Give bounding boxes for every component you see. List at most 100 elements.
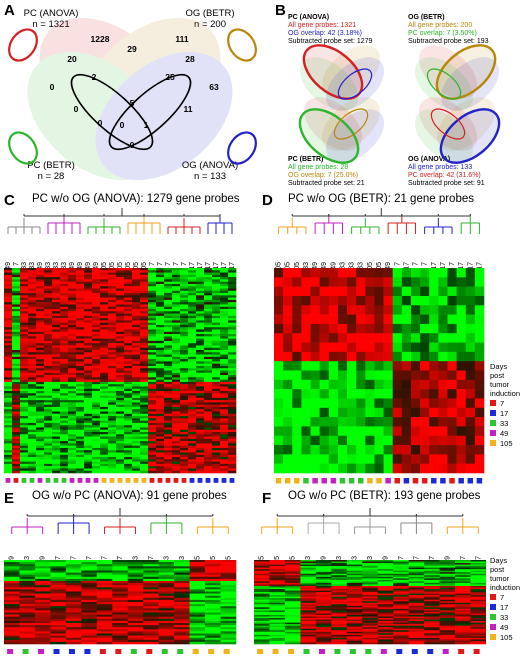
heatmap-cell bbox=[92, 283, 101, 287]
heatmap-cell bbox=[331, 598, 348, 601]
heatmap-cell bbox=[377, 619, 394, 622]
heatmap-cell bbox=[465, 379, 476, 390]
heatmap-cell bbox=[44, 454, 53, 458]
heatmap-cell bbox=[204, 381, 213, 385]
heatmap-cell bbox=[36, 311, 45, 314]
heatmap-cell bbox=[365, 463, 375, 474]
heatmap-cell bbox=[180, 283, 189, 287]
heatmap-cell bbox=[429, 435, 439, 446]
heatmap-cell bbox=[284, 582, 301, 585]
heatmap-cell bbox=[156, 427, 165, 431]
day-marker bbox=[130, 649, 137, 654]
heatmap-cell bbox=[362, 637, 379, 640]
heatmap-cell bbox=[148, 416, 157, 419]
heatmap-cell bbox=[108, 315, 117, 319]
column-label: 17 bbox=[476, 262, 483, 270]
heatmap-cell bbox=[180, 413, 189, 417]
heatmap-cell bbox=[401, 389, 412, 399]
heatmap-cell bbox=[140, 290, 149, 294]
heatmap-cell bbox=[143, 616, 159, 620]
heatmap-cell bbox=[315, 618, 332, 620]
heatmap-cell bbox=[188, 354, 197, 358]
heatmap-cell bbox=[19, 597, 36, 601]
heatmap-cell bbox=[362, 604, 379, 607]
heatmap-cell bbox=[188, 272, 197, 276]
heatmap-cell bbox=[60, 329, 69, 333]
heatmap-cell bbox=[315, 630, 332, 633]
heatmap-cell bbox=[254, 633, 270, 636]
heatmap-cell bbox=[140, 306, 149, 310]
heatmap-cell bbox=[315, 627, 332, 630]
heatmap-cell bbox=[377, 622, 394, 625]
day-marker bbox=[205, 478, 211, 483]
heatmap-cell bbox=[315, 621, 332, 623]
heatmap-cell bbox=[12, 283, 21, 287]
heatmap-cell bbox=[424, 599, 440, 602]
heatmap-cell bbox=[148, 388, 157, 392]
heatmap-cell bbox=[429, 417, 439, 427]
heatmap-cell bbox=[196, 299, 205, 303]
heatmap-cell bbox=[393, 621, 409, 623]
heatmap-cell bbox=[20, 327, 29, 330]
heatmap-cell bbox=[456, 277, 467, 287]
heatmap-cell bbox=[204, 470, 213, 474]
heatmap-cell bbox=[439, 563, 456, 565]
heatmap-cell bbox=[36, 447, 45, 451]
heatmap-cell bbox=[44, 377, 53, 380]
heatmap-cell bbox=[132, 334, 141, 337]
heatmap-cell bbox=[60, 420, 69, 424]
heatmap-cell bbox=[205, 641, 221, 645]
heatmap-cell bbox=[12, 447, 21, 451]
heatmap-cell bbox=[140, 379, 149, 383]
heatmap-cell bbox=[76, 356, 85, 360]
heatmap-cell bbox=[300, 573, 317, 576]
heatmap-cell bbox=[156, 277, 165, 280]
heatmap-cell bbox=[148, 395, 157, 399]
heatmap-cell bbox=[346, 608, 363, 611]
heatmap-cell bbox=[12, 379, 21, 383]
heatmap-cell bbox=[158, 633, 175, 636]
heatmap-cell bbox=[328, 370, 339, 381]
heatmap-cell bbox=[393, 593, 409, 596]
heatmap-cell bbox=[52, 283, 61, 287]
heatmap-cell bbox=[331, 584, 348, 587]
heatmap-cell bbox=[283, 342, 293, 353]
heatmap-cell bbox=[228, 418, 237, 421]
heatmap-cell bbox=[196, 459, 205, 462]
heatmap-cell bbox=[108, 361, 117, 364]
heatmap-cell bbox=[44, 327, 53, 330]
heatmap-cell bbox=[76, 402, 85, 405]
heatmap-cell bbox=[60, 318, 69, 321]
heatmap-cell bbox=[158, 620, 175, 624]
heatmap-cell bbox=[100, 425, 109, 428]
heatmap-cell bbox=[28, 340, 37, 344]
heatmap-cell bbox=[100, 432, 109, 435]
heatmap-cell bbox=[52, 372, 61, 376]
region-count: 28 bbox=[185, 54, 195, 64]
heatmap-cell bbox=[269, 642, 286, 645]
heatmap-cell bbox=[156, 306, 165, 310]
heatmap-cell bbox=[84, 461, 93, 465]
heatmap-cell bbox=[228, 397, 237, 401]
heatmap-cell bbox=[212, 315, 221, 319]
heatmap-cell bbox=[254, 590, 270, 593]
heatmap-cell bbox=[346, 607, 363, 610]
column-label: 105 bbox=[109, 262, 116, 274]
heatmap-cell bbox=[68, 438, 77, 442]
heatmap-cell bbox=[68, 370, 77, 374]
heatmap-cell bbox=[315, 610, 332, 613]
heatmap-cell bbox=[52, 327, 61, 330]
heatmap-cell bbox=[140, 450, 149, 453]
day-marker bbox=[473, 649, 480, 654]
heatmap-cell bbox=[220, 618, 237, 622]
heatmap-cell bbox=[36, 345, 45, 349]
heatmap-cell bbox=[328, 454, 339, 464]
heatmap-cell bbox=[189, 568, 206, 571]
heatmap-cell bbox=[292, 333, 302, 343]
heatmap-cell bbox=[96, 629, 113, 632]
heatmap-cell bbox=[331, 628, 348, 631]
heatmap-cell bbox=[439, 601, 456, 604]
heatmap-cell bbox=[374, 398, 384, 409]
heatmap-cell bbox=[205, 610, 221, 613]
heatmap-cell bbox=[470, 634, 486, 637]
